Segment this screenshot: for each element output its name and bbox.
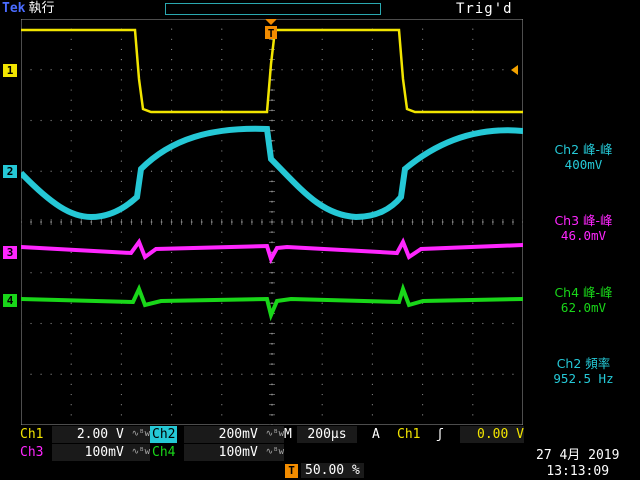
trigger-status: Trig'd [456,1,513,17]
ch3-waveform [21,237,523,265]
date-time: 27 4月 2019 13:13:09 [536,448,619,480]
run-state-label: 執行 [28,1,55,16]
measurement-label: Ch4 峰-峰 [554,285,613,300]
trigger-slope-icon[interactable]: ʃ [436,427,444,442]
measurement-ch4-pk-pk[interactable]: Ch4 峰-峰 62.0mV [527,285,640,315]
acquisition-mode: A [372,427,380,442]
trigger-level-marker[interactable] [511,65,518,75]
ch1-scale[interactable]: 2.00 V ∿ᴮw [52,426,150,443]
measurement-label: Ch2 頻率 [556,356,611,371]
trigger-position-readout[interactable]: T 50.00 % [285,462,364,479]
measurement-value: 952.5 Hz [553,371,614,386]
timebase-scale[interactable]: 200µs [297,426,357,443]
ch3-ground-marker[interactable]: 3 [3,246,17,259]
trigger-position-value: 50.00 % [301,463,364,478]
ch4-scale[interactable]: 100mV ∿ᴮw [184,444,284,461]
waveform-display[interactable]: T [21,19,523,425]
measurement-value: 46.0mV [560,228,607,243]
svg-text:T: T [268,27,275,40]
ch4-label[interactable]: Ch4 [152,445,176,460]
ch1-label[interactable]: Ch1 [20,427,44,442]
measurement-label: Ch2 峰-峰 [554,142,613,157]
bandwidth-limit-icon: ∿ᴮw [131,447,150,457]
time: 13:13:09 [546,464,610,479]
ch4-ground-marker[interactable]: 4 [3,294,17,307]
graticule [21,19,523,425]
trigger-position-marker: T [265,19,277,40]
bandwidth-limit-icon: ∿ᴮw [265,447,284,457]
ch4-waveform [21,282,523,322]
timebase-label: M [284,427,292,442]
measurement-label: Ch3 峰-峰 [554,213,613,228]
ch1-ground-marker[interactable]: 1 [3,64,17,77]
measurement-value: 62.0mV [560,300,607,315]
ch2-waveform [21,125,523,221]
measurement-ch2-pk-pk[interactable]: Ch2 峰-峰 400mV [527,142,640,172]
ch2-scale[interactable]: 200mV ∿ᴮw [184,426,284,443]
top-status-bar: Tek 執行 Trig'd [0,0,640,20]
ch1-waveform [21,28,523,114]
record-length-indicator [165,3,381,15]
ch3-label[interactable]: Ch3 [20,445,44,460]
ch2-label[interactable]: Ch2 [150,426,178,443]
trigger-source[interactable]: Ch1 [397,427,421,442]
measurement-ch2-frequency[interactable]: Ch2 頻率 952.5 Hz [527,356,640,386]
settings-readout: Ch1 2.00 V ∿ᴮw Ch2 200mV ∿ᴮw M 200µs A C… [0,424,640,480]
trigger-position-icon: T [285,464,298,478]
ch4-scale-value: 100mV [218,445,258,460]
bandwidth-limit-icon: ∿ᴮw [265,429,284,439]
ch1-scale-value: 2.00 V [76,427,124,442]
ch2-ground-marker[interactable]: 2 [3,165,17,178]
measurement-value: 400mV [564,157,603,172]
measurement-ch3-pk-pk[interactable]: Ch3 峰-峰 46.0mV [527,213,640,243]
ch3-scale-value: 100mV [84,445,124,460]
tek-logo: Tek [2,1,26,16]
bandwidth-limit-icon: ∿ᴮw [131,429,150,439]
ch2-scale-value: 200mV [218,427,258,442]
date: 27 4月 2019 [536,448,620,463]
ch3-scale[interactable]: 100mV ∿ᴮw [52,444,150,461]
trigger-level[interactable]: 0.00 V [460,426,524,443]
brand-run-state: Tek 執行 [2,1,55,17]
